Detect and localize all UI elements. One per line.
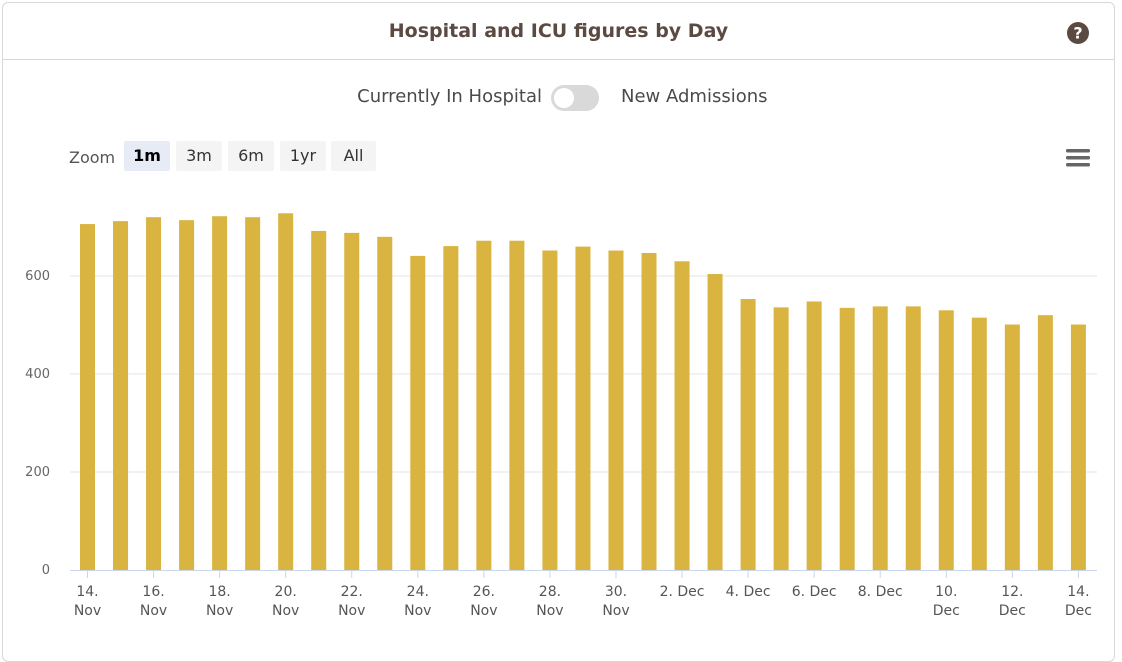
zoom-button-1m[interactable]: 1m xyxy=(124,141,170,171)
bar[interactable]: 14. Dec: 501 xyxy=(1070,324,1086,570)
y-tick-label: 400 xyxy=(25,367,50,382)
toggle-label-new-admissions[interactable]: New Admissions xyxy=(621,86,768,107)
x-tick-label: 8. Dec xyxy=(858,584,903,600)
bar[interactable]: 12. Dec: 501 xyxy=(1004,324,1020,570)
bar[interactable]: 3. Dec: 604 xyxy=(707,274,723,570)
y-tick-label: 600 xyxy=(25,269,50,284)
bar[interactable]: 25. Nov: 661 xyxy=(443,246,459,571)
bar[interactable]: 21. Nov: 692 xyxy=(311,230,327,571)
bar[interactable]: 10. Dec: 530 xyxy=(938,310,954,570)
bar[interactable]: 28. Nov: 652 xyxy=(542,250,558,570)
zoom-label: Zoom xyxy=(69,148,116,167)
bar[interactable]: 18. Nov: 722 xyxy=(212,216,228,570)
bar[interactable]: 15. Nov: 712 xyxy=(113,221,129,570)
bar[interactable]: 14. Nov: 706 xyxy=(80,224,95,570)
x-tick-label: 14. Dec xyxy=(1065,584,1092,619)
hamburger-menu-icon[interactable] xyxy=(1066,148,1090,168)
x-tick-label: 2. Dec xyxy=(660,584,705,600)
zoom-button-all[interactable]: All xyxy=(331,141,376,171)
zoom-button-1yr[interactable]: 1yr xyxy=(280,141,326,171)
svg-text:?: ? xyxy=(1073,24,1082,43)
bar[interactable]: 24. Nov: 641 xyxy=(410,255,426,570)
bar[interactable]: 13. Dec: 520 xyxy=(1037,315,1053,570)
hospital-mode-toggle[interactable] xyxy=(551,85,599,111)
bar[interactable]: 4. Dec: 553 xyxy=(740,299,756,570)
x-tick-label: 4. Dec xyxy=(726,584,771,600)
toggle-knob xyxy=(554,88,574,108)
bar[interactable]: 7. Dec: 535 xyxy=(839,307,855,570)
zoom-button-3m[interactable]: 3m xyxy=(176,141,222,171)
bar[interactable]: 23. Nov: 680 xyxy=(377,236,393,571)
x-tick-label: 30. Nov xyxy=(602,584,629,619)
bar[interactable]: 8. Dec: 538 xyxy=(872,306,888,570)
x-tick-label: 6. Dec xyxy=(792,584,837,600)
bar[interactable]: 29. Nov: 660 xyxy=(575,246,591,570)
x-tick-label: 28. Nov xyxy=(536,584,563,619)
bar[interactable]: 5. Dec: 536 xyxy=(773,307,789,570)
x-tick-label: 18. Nov xyxy=(206,584,233,619)
x-tick-label: 16. Nov xyxy=(140,584,167,619)
bar[interactable]: 20. Nov: 728 xyxy=(278,213,294,570)
x-tick-label: 14. Nov xyxy=(74,584,101,619)
x-tick-label: 20. Nov xyxy=(272,584,299,619)
bar[interactable]: 27. Nov: 672 xyxy=(509,240,525,570)
bar[interactable]: 16. Nov: 720 xyxy=(146,217,162,570)
bar-series: 14. Nov: 706 15. Nov: 712 16. Nov: 720 17. … xyxy=(80,213,1086,571)
bar[interactable]: 11. Dec: 515 xyxy=(971,317,987,570)
y-tick-label: 200 xyxy=(25,465,50,480)
y-tick-label: 0 xyxy=(42,563,50,578)
bar[interactable]: 9. Dec: 538 xyxy=(905,306,921,570)
bar[interactable]: 26. Nov: 672 xyxy=(476,240,492,570)
y-axis-labels: 0 200 400 600 xyxy=(25,269,50,578)
bar[interactable]: 19. Nov: 720 xyxy=(245,217,261,570)
bar[interactable]: 17. Nov: 714 xyxy=(179,220,195,570)
zoom-button-6m[interactable]: 6m xyxy=(228,141,274,171)
card-header: Hospital and ICU figures by Day ? xyxy=(3,3,1114,60)
toggle-label-currently-in-hospital[interactable]: Currently In Hospital xyxy=(357,86,542,107)
chart-title: Hospital and ICU figures by Day xyxy=(388,20,729,42)
x-tick-label: 24. Nov xyxy=(404,584,431,619)
bar[interactable]: 22. Nov: 688 xyxy=(344,232,360,570)
question-circle-icon[interactable]: ? xyxy=(1066,21,1090,45)
x-tick-label: 26. Nov xyxy=(470,584,497,619)
x-axis-labels: 14. Nov 16. Nov 18. Nov 20. Nov 22. Nov 24. Nov 26. N… xyxy=(74,570,1092,619)
hospital-mode-toggle-row: Currently In Hospital New Admissions xyxy=(0,84,1122,114)
x-tick-label: 12. Dec xyxy=(999,584,1026,619)
bar[interactable]: 30. Nov: 652 xyxy=(608,250,624,570)
bar[interactable]: 6. Dec: 548 xyxy=(806,301,822,570)
bar[interactable]: 1. Dec: 647 xyxy=(641,252,657,570)
x-tick-label: 10. Dec xyxy=(933,584,960,619)
x-tick-label: 22. Nov xyxy=(338,584,365,619)
bar[interactable]: 2. Dec: 630 xyxy=(674,261,690,570)
